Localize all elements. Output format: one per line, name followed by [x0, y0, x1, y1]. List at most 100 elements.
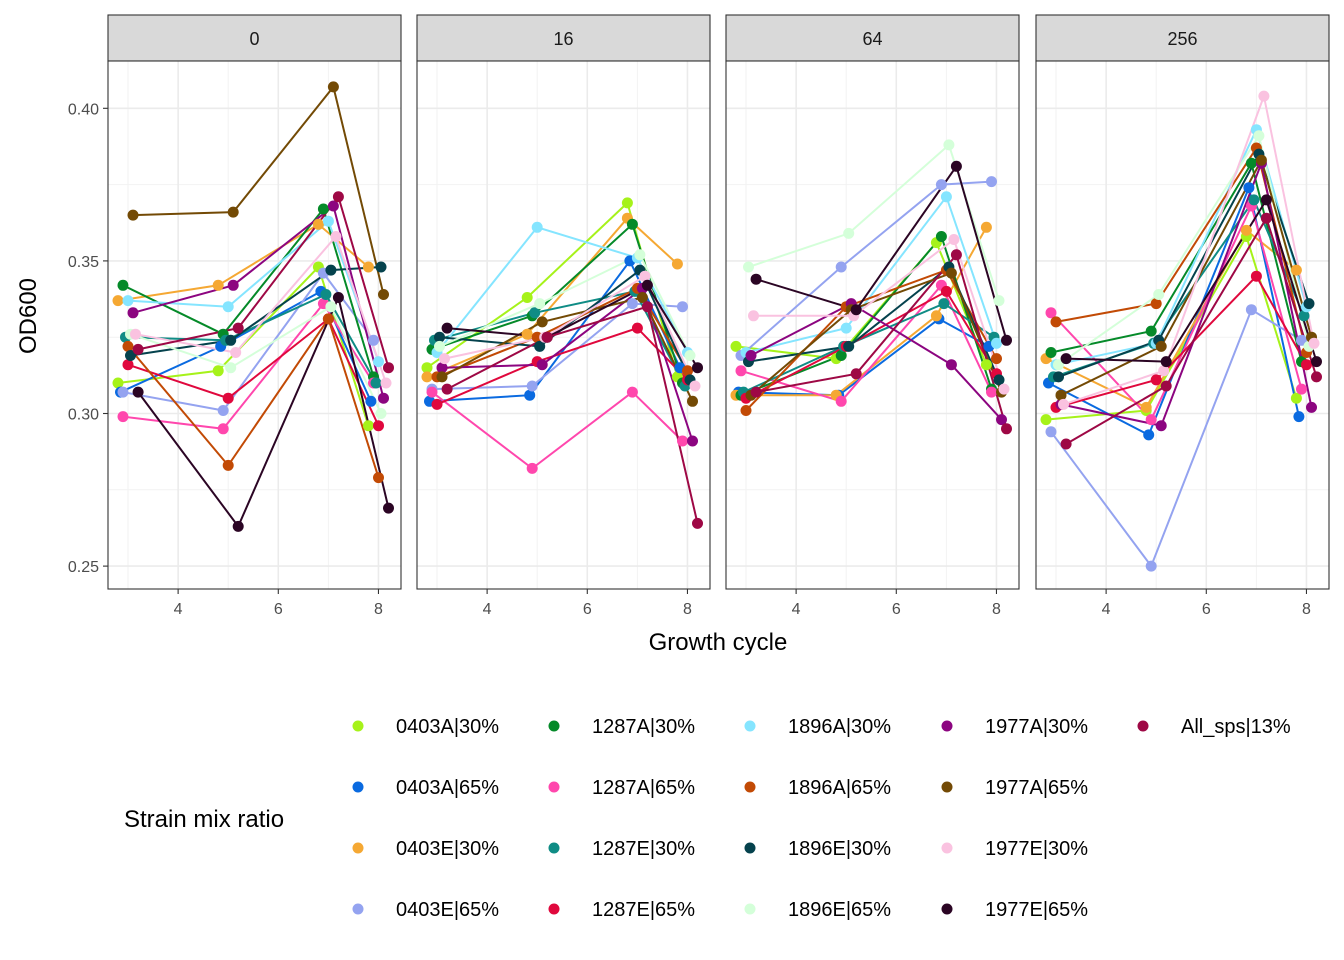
data-point [671, 258, 683, 270]
data-point [1245, 157, 1257, 169]
series-lines [735, 143, 1008, 430]
data-point [217, 423, 229, 435]
x-tick-label: 8 [992, 601, 1001, 618]
data-point [692, 517, 703, 529]
data-point [1060, 353, 1072, 365]
data-point [692, 362, 703, 374]
data-point [1258, 90, 1270, 102]
legend-key [941, 720, 953, 732]
data-point [950, 249, 962, 261]
legend-label: 1287A|65% [592, 777, 695, 799]
data-point [222, 459, 234, 471]
data-point [626, 298, 638, 310]
series-points [730, 139, 1012, 435]
data-point [375, 408, 387, 419]
data-point [998, 383, 1010, 395]
series-line-1896A|30% [1055, 126, 1308, 366]
data-point [222, 392, 234, 404]
series-line-1287E|30% [125, 293, 377, 384]
data-point [1248, 194, 1260, 206]
legend-key [941, 903, 953, 915]
legend-item-1896E|65%: 1896E|65% [744, 899, 891, 921]
data-point [948, 234, 960, 245]
data-point [1296, 334, 1307, 346]
data-point [529, 307, 541, 319]
series-points [1040, 90, 1322, 572]
data-point [362, 261, 374, 273]
facet-strip-label: 256 [1167, 29, 1197, 49]
legend-title: Strain mix ratio [124, 806, 284, 833]
data-point [1058, 398, 1069, 410]
series-line-1977E|30% [135, 234, 387, 384]
legend-key [744, 842, 756, 854]
data-point [227, 206, 239, 218]
series-line-1977E|65% [447, 283, 699, 369]
legend-item-1287E|65%: 1287E|65% [548, 899, 695, 921]
y-axis-title: OD600 [15, 278, 42, 354]
legend-key [941, 842, 953, 854]
legend: Strain mix ratio 0403A|30% 0403A|65% 0403E… [124, 716, 1291, 921]
data-point [230, 347, 242, 358]
data-point [687, 435, 698, 447]
data-point [1153, 289, 1165, 300]
legend-item-1977E|30%: 1977E|30% [941, 838, 1088, 860]
data-point [1145, 414, 1157, 426]
series-line-1977A|65% [750, 271, 1003, 396]
data-point [740, 405, 752, 416]
data-point [225, 334, 237, 346]
legend-item-0403A|30%: 0403A|30% [352, 716, 499, 738]
data-point [843, 227, 855, 239]
series-line-0403E|65% [1050, 308, 1303, 569]
series-line-All_sps|13% [137, 194, 390, 368]
x-tick-label: 6 [583, 601, 592, 618]
data-point [1040, 414, 1052, 426]
axis-titles: Growth cycle OD600 [15, 278, 787, 656]
legend-item-1287A|65%: 1287A|65% [548, 777, 695, 799]
data-point [441, 322, 453, 334]
data-point [938, 298, 950, 310]
data-point [1001, 334, 1012, 346]
series-line-0403A|65% [1048, 184, 1300, 437]
data-point [380, 377, 392, 389]
data-point [434, 340, 445, 352]
data-point [524, 389, 536, 401]
data-point [212, 279, 224, 291]
series-line-1896A|65% [745, 268, 998, 412]
data-point [534, 298, 546, 310]
series-line-1896E|65% [130, 305, 382, 414]
x-tick-label: 8 [374, 601, 383, 618]
series-line-1977A|65% [1060, 157, 1313, 397]
data-point [1260, 212, 1272, 224]
data-point [383, 362, 394, 374]
data-point [1158, 365, 1170, 377]
data-point [840, 322, 852, 334]
data-point [677, 301, 688, 313]
data-point [1311, 371, 1322, 383]
legend-item-1977E|65%: 1977E|65% [941, 899, 1088, 921]
data-point [1290, 264, 1302, 276]
legend-item-0403E|30%: 0403E|30% [352, 838, 499, 860]
legend-key [352, 720, 364, 732]
series-line-1287A|65% [1050, 203, 1303, 422]
data-point [362, 420, 374, 432]
legend-key [744, 720, 756, 732]
legend-key [352, 903, 364, 915]
data-point [378, 289, 389, 300]
data-point [1055, 389, 1067, 401]
y-tick-label: 0.30 [68, 407, 99, 424]
data-point [1045, 347, 1057, 358]
series-lines [426, 201, 699, 524]
data-point [232, 322, 244, 334]
data-point [1150, 374, 1162, 386]
data-point [431, 398, 443, 410]
data-point [743, 261, 754, 273]
series-line-1896A|30% [436, 226, 689, 354]
data-point [327, 200, 339, 212]
series-line-1977A|65% [132, 84, 385, 295]
facet-panels: 0 4 6 8 0.25 0.30 0.35 0.40 16 4 6 8 64 4 6 8 256 4 6 8 [68, 14, 1330, 618]
legend-key [744, 781, 756, 793]
data-point [122, 340, 134, 352]
data-point [1045, 307, 1057, 319]
x-tick-label: 6 [274, 601, 283, 618]
data-point [383, 502, 394, 514]
